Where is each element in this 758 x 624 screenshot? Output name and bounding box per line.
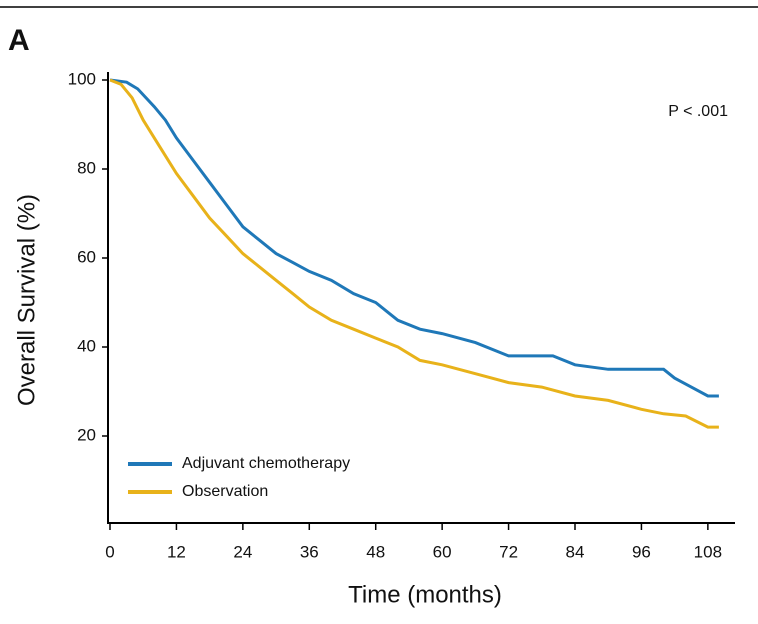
y-tick-label: 100 [68, 69, 96, 88]
x-tick-label: 60 [433, 542, 452, 561]
y-tick-label: 60 [77, 247, 96, 266]
x-tick-label: 24 [233, 542, 252, 561]
x-tick-label: 0 [105, 542, 114, 561]
x-tick-label: 48 [366, 542, 385, 561]
x-tick-label: 84 [566, 542, 585, 561]
legend-label: Observation [182, 483, 268, 500]
y-tick-label: 80 [77, 158, 96, 177]
legend-label: Adjuvant chemotherapy [182, 455, 350, 472]
x-tick-label: 36 [300, 542, 319, 561]
y-tick-label: 40 [77, 336, 96, 355]
x-tick-label: 12 [167, 542, 186, 561]
x-tick-label: 108 [694, 542, 722, 561]
x-axis-label: Time (months) [348, 581, 502, 608]
survival-curve [109, 78, 719, 429]
annotation: P < .001 [668, 103, 728, 120]
y-tick-label: 20 [77, 425, 96, 444]
x-tick-label: 72 [499, 542, 518, 561]
x-tick-label: 96 [632, 542, 651, 561]
y-axis-label: Overall Survival (%) [13, 194, 40, 406]
panel-label: A [8, 24, 30, 57]
survival-curve [109, 78, 719, 398]
